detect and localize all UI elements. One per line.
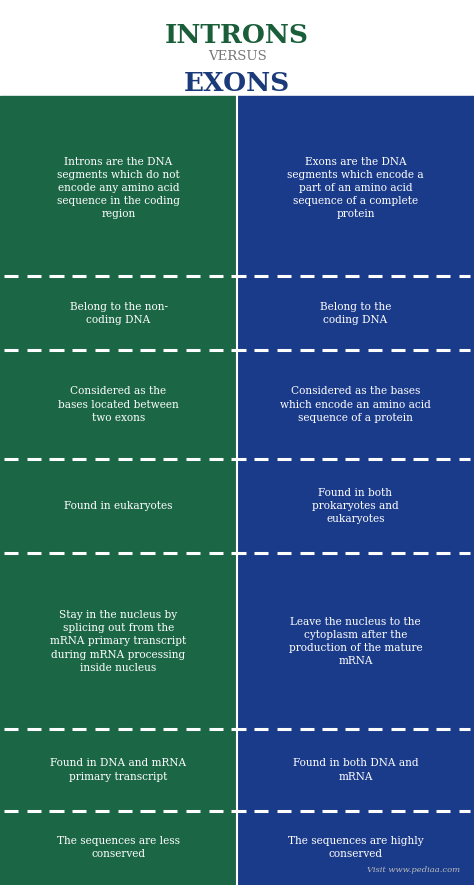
Bar [0,729,237,811]
Text: VERSUS: VERSUS [208,50,266,63]
Text: Exons are the DNA
segments which encode a
part of an amino acid
sequence of a co: Exons are the DNA segments which encode … [287,157,424,219]
Bar [0,0,474,96]
Bar [237,276,474,350]
Text: Considered as the
bases located between
two exons: Considered as the bases located between … [58,387,179,423]
Text: Visit www.pediaa.com: Visit www.pediaa.com [367,866,460,874]
Bar [0,811,237,885]
Bar [0,553,237,729]
Bar [237,729,474,811]
Bar [237,96,474,100]
Text: The sequences are highly
conserved: The sequences are highly conserved [288,836,423,859]
Bar [0,276,237,350]
Bar [237,350,474,458]
Text: Leave the nucleus to the
cytoplasm after the
production of the mature
mRNA: Leave the nucleus to the cytoplasm after… [289,617,422,666]
Text: Found in both DNA and
mRNA: Found in both DNA and mRNA [292,758,419,781]
Text: Considered as the bases
which encode an amino acid
sequence of a protein: Considered as the bases which encode an … [280,387,431,423]
Bar [237,553,474,729]
Text: Found in DNA and mRNA
primary transcript: Found in DNA and mRNA primary transcript [50,758,187,781]
Text: Found in eukaryotes: Found in eukaryotes [64,501,173,511]
Bar [0,458,237,553]
Bar [0,96,237,100]
Text: Belong to the non-
coding DNA: Belong to the non- coding DNA [70,302,167,325]
Bar [237,458,474,553]
Text: EXONS: EXONS [184,71,290,96]
Text: INTRONS: INTRONS [165,23,309,48]
Text: Belong to the
coding DNA: Belong to the coding DNA [320,302,391,325]
Text: Stay in the nucleus by
splicing out from the
mRNA primary transcript
during mRNA: Stay in the nucleus by splicing out from… [50,610,187,673]
Text: The sequences are less
conserved: The sequences are less conserved [57,836,180,859]
Bar [237,100,474,276]
Bar [0,350,237,458]
Bar [237,811,474,885]
Bar [0,100,237,276]
Text: Found in both
prokaryotes and
eukaryotes: Found in both prokaryotes and eukaryotes [312,488,399,524]
Text: Introns are the DNA
segments which do not
encode any amino acid
sequence in the : Introns are the DNA segments which do no… [57,157,180,219]
